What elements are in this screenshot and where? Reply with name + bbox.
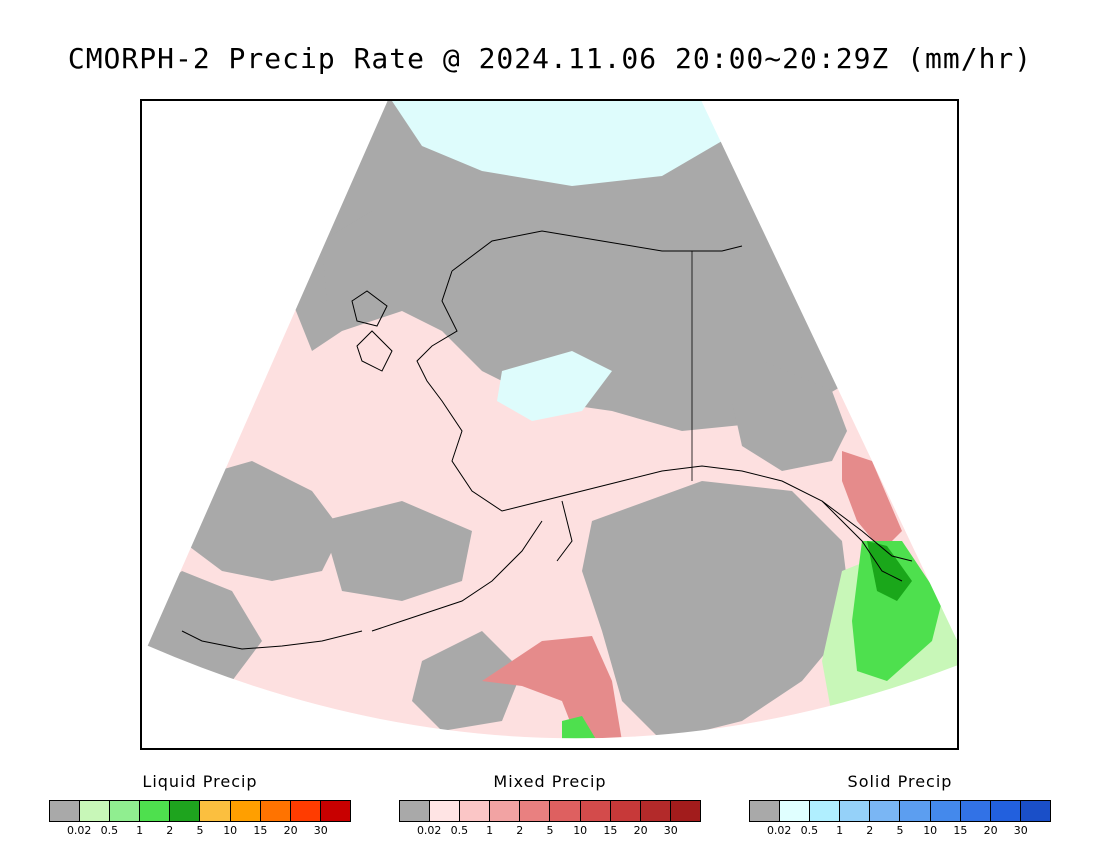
liquid-precip-south-patch — [562, 716, 597, 739]
map-frame — [140, 99, 959, 750]
coastline — [181, 230, 913, 650]
legend-swatch — [290, 801, 321, 821]
legend-ticks: 0.02 0.5 1 2 5 10 15 20 30 — [749, 822, 1051, 837]
legend-tick-label: 5 — [196, 824, 204, 837]
legend-swatch — [110, 801, 141, 821]
legend-swatch — [580, 801, 611, 821]
legend-tick-label: 20 — [283, 824, 298, 837]
no-precip-area-central-west — [322, 501, 472, 601]
legend-color-bar — [749, 800, 1051, 822]
legend-swatch — [1020, 801, 1050, 821]
no-precip-area-northwest — [322, 211, 412, 321]
legend-tick-label: 0.5 — [450, 824, 469, 837]
legend-swatch — [80, 801, 111, 821]
legend-tick-label: 30 — [663, 824, 678, 837]
legend-tick-label: 0.02 — [416, 824, 442, 837]
no-precip-area-southwest — [147, 571, 262, 681]
chart-title: CMORPH-2 Precip Rate @ 2024.11.06 20:00~… — [67, 42, 1033, 75]
legend-tick-label: 20 — [633, 824, 648, 837]
legend-swatch — [550, 801, 581, 821]
legend-tick-label: 10 — [223, 824, 238, 837]
legend-swatch — [520, 801, 551, 821]
legend-tick-label: 10 — [923, 824, 938, 837]
legend-tick-label: 0.02 — [66, 824, 92, 837]
solid-precip-area-interior — [497, 351, 612, 421]
legend-solid-precip: Solid Precip 0.02 0.5 1 2 5 10 15 20 30 — [749, 772, 1051, 837]
legend-swatch — [400, 801, 431, 821]
legend-swatch — [320, 801, 350, 821]
legend-swatch — [230, 801, 261, 821]
no-precip-area-west — [182, 461, 342, 581]
legend-liquid-precip: Liquid Precip 0.02 0.5 1 2 5 10 15 20 30 — [49, 772, 351, 837]
legend-swatch — [810, 801, 841, 821]
legend-swatch — [50, 801, 81, 821]
legend-swatch — [990, 801, 1021, 821]
legend-title: Solid Precip — [847, 772, 953, 791]
legend-tick-label: 5 — [546, 824, 554, 837]
no-precip-area-east — [732, 361, 847, 471]
no-precip-area-north — [292, 101, 842, 431]
legend-tick-label: 15 — [953, 824, 968, 837]
legend-color-bar — [399, 800, 701, 822]
precip-field — [147, 101, 957, 739]
legend-swatch — [490, 801, 521, 821]
liquid-precip-dark-southeast — [867, 541, 912, 601]
legend-color-bar — [49, 800, 351, 822]
legend-swatch — [200, 801, 231, 821]
legend-tick-label: 2 — [516, 824, 524, 837]
legend-tick-label: 2 — [866, 824, 874, 837]
legend-tick-label: 10 — [573, 824, 588, 837]
legend-tick-label: 1 — [486, 824, 494, 837]
legend-tick-label: 5 — [896, 824, 904, 837]
legend-swatch — [870, 801, 901, 821]
no-precip-area-south — [412, 631, 522, 731]
legend-swatch — [780, 801, 811, 821]
legend-swatch — [460, 801, 491, 821]
legend-tick-label: 30 — [1013, 824, 1028, 837]
legend-swatch — [840, 801, 871, 821]
legend-swatch — [900, 801, 931, 821]
sector-boundary — [146, 101, 957, 740]
legend-swatch — [960, 801, 991, 821]
legend-ticks: 0.02 0.5 1 2 5 10 15 20 30 — [399, 822, 701, 837]
legend-ticks: 0.02 0.5 1 2 5 10 15 20 30 — [49, 822, 351, 837]
legend-mixed-precip: Mixed Precip 0.02 0.5 1 2 5 10 15 20 30 — [399, 772, 701, 837]
legend-swatch — [610, 801, 641, 821]
legend-tick-label: 30 — [313, 824, 328, 837]
legend-tick-label: 0.5 — [100, 824, 119, 837]
legend-title: Liquid Precip — [142, 772, 258, 791]
legend-swatch — [670, 801, 700, 821]
map-canvas — [146, 101, 957, 740]
mixed-precip-medium-south — [482, 636, 622, 739]
legend-swatch — [930, 801, 961, 821]
legend-swatch — [260, 801, 291, 821]
solid-precip-area-north — [392, 101, 722, 186]
legend-tick-label: 2 — [166, 824, 174, 837]
legend-title: Mixed Precip — [493, 772, 607, 791]
legend-tick-label: 0.5 — [800, 824, 819, 837]
legend-tick-label: 1 — [836, 824, 844, 837]
legend-swatch — [170, 801, 201, 821]
legend-tick-label: 15 — [253, 824, 268, 837]
legend-tick-label: 15 — [603, 824, 618, 837]
legend-swatch — [430, 801, 461, 821]
legend-swatch — [140, 801, 171, 821]
no-precip-area-gulf — [582, 481, 852, 739]
legend-swatch — [750, 801, 781, 821]
legend-tick-label: 0.02 — [766, 824, 792, 837]
mixed-precip-medium-southeast — [842, 451, 902, 551]
legend-swatch — [640, 801, 671, 821]
legend-tick-label: 1 — [136, 824, 144, 837]
legend-tick-label: 20 — [983, 824, 998, 837]
